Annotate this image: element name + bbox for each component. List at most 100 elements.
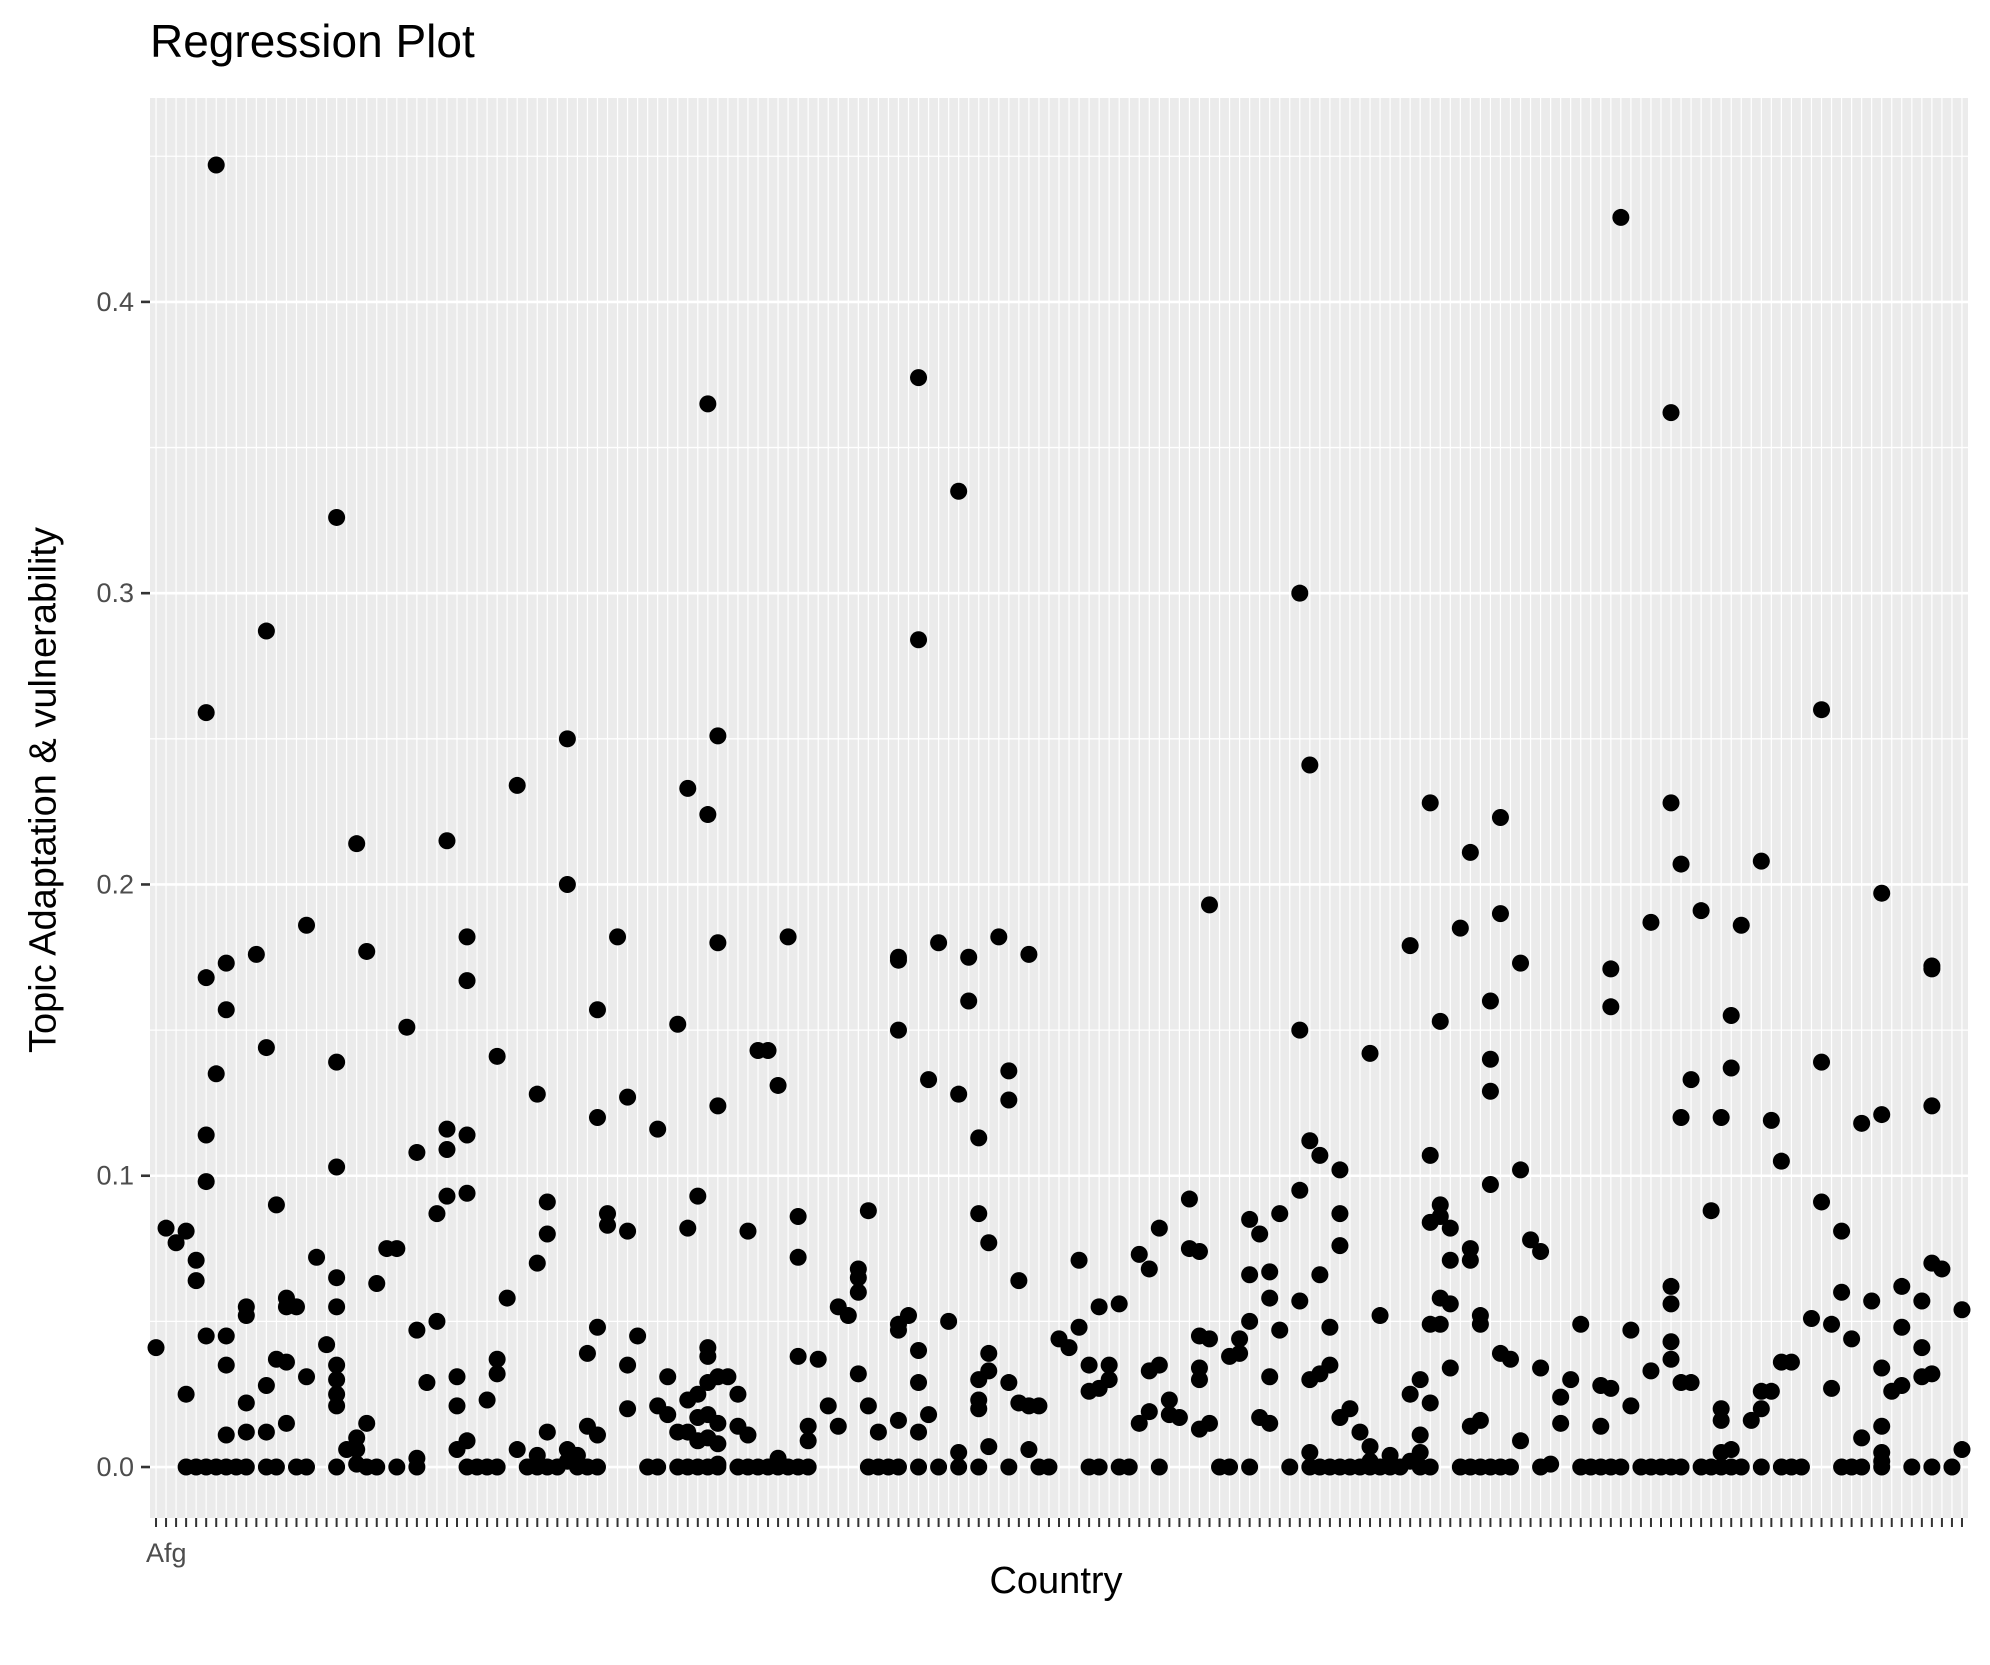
data-point [619,1400,637,1418]
data-point [1060,1339,1078,1357]
data-point [1361,1044,1379,1062]
data-point [458,1184,476,1202]
data-point [910,1423,928,1441]
data-point [328,1298,346,1316]
data-point [1722,1007,1740,1025]
data-point [1150,1356,1168,1374]
data-point [1893,1376,1911,1394]
data-point [1291,584,1309,602]
data-point [1401,1385,1419,1403]
data-point [1823,1379,1841,1397]
data-point [1010,1272,1028,1290]
data-point [950,1085,968,1103]
data-point [588,1458,606,1476]
data-point [1070,1251,1088,1269]
data-points [147,156,1971,1476]
data-point [1070,1318,1088,1336]
data-point [1813,1193,1831,1211]
data-point [247,945,265,963]
data-point [277,1353,295,1371]
data-point [819,1397,837,1415]
data-point [1662,1277,1680,1295]
data-point [659,1406,677,1424]
data-point [1501,1458,1519,1476]
data-point [1923,960,1941,978]
data-point [609,928,627,946]
data-point [358,942,376,960]
data-point [1762,1382,1780,1400]
data-point [910,369,928,387]
data-point [950,1458,968,1476]
data-point [277,1414,295,1432]
data-point [1672,1108,1690,1126]
data-point [1100,1371,1118,1389]
data-point [1953,1301,1971,1319]
data-point [1712,1108,1730,1126]
data-point [619,1088,637,1106]
data-point [1331,1205,1349,1223]
data-point [1552,1388,1570,1406]
data-point [1642,1362,1660,1380]
data-point [1552,1414,1570,1432]
data-point [829,1417,847,1435]
data-point [1873,1458,1891,1476]
data-point [1120,1458,1138,1476]
data-point [458,1126,476,1144]
data-point [1331,1161,1349,1179]
data-point [1411,1371,1429,1389]
data-point [1572,1315,1590,1333]
data-point [1853,1429,1871,1447]
data-point [588,1001,606,1019]
data-point [1512,1161,1530,1179]
data-point [1190,1371,1208,1389]
data-point [679,779,697,797]
data-point [588,1318,606,1336]
data-point [408,1458,426,1476]
data-point [1481,1050,1499,1068]
data-point [488,1350,506,1368]
data-point [1040,1458,1058,1476]
data-point [910,1342,928,1360]
data-point [1130,1245,1148,1263]
data-point [930,934,948,952]
data-point [217,1327,235,1345]
data-point [940,1312,958,1330]
data-point [1692,902,1710,920]
data-point [257,1039,275,1057]
data-point [1481,992,1499,1010]
data-point [1752,852,1770,870]
data-point [508,1441,526,1459]
data-point [298,1458,316,1476]
data-point [869,1423,887,1441]
data-point [1813,701,1831,719]
data-point [257,1423,275,1441]
data-point [528,1085,546,1103]
data-point [649,1120,667,1138]
data-point [358,1414,376,1432]
data-point [408,1321,426,1339]
data-point [1451,919,1469,937]
data-point [1682,1374,1700,1392]
data-point [558,875,576,893]
data-point [237,1307,255,1325]
data-point [1090,1298,1108,1316]
data-point [328,1269,346,1287]
data-point [1843,1330,1861,1348]
data-point [739,1222,757,1240]
data-point [1712,1411,1730,1429]
data-point [1411,1426,1429,1444]
data-point [1291,1292,1309,1310]
data-point [900,1307,918,1325]
data-point [1000,1062,1018,1080]
chart-title: Regression Plot [150,15,475,67]
data-point [1662,1350,1680,1368]
data-point [1441,1251,1459,1269]
data-point [1512,954,1530,972]
data-point [1752,1400,1770,1418]
data-point [558,730,576,748]
data-point [950,482,968,500]
data-point [1261,1414,1279,1432]
data-point [1401,937,1419,955]
y-tick-label: 0.2 [96,869,134,899]
data-point [187,1272,205,1290]
